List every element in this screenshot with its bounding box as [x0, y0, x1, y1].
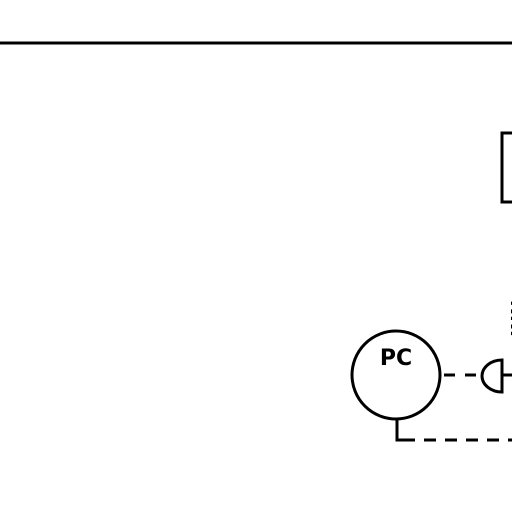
vertical-signal-label: NNF [506, 300, 512, 342]
pc-label: PC [380, 346, 412, 371]
signal-line-start [395, 419, 415, 442]
equipment-box [500, 131, 512, 204]
pc-instrument-bubble [350, 329, 442, 421]
diaphragm-actuator [480, 358, 504, 394]
